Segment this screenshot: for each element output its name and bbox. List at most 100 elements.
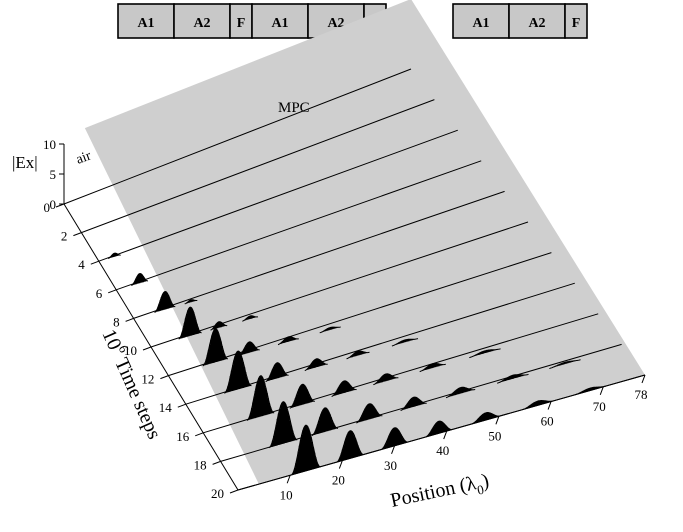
field-peak — [289, 383, 315, 409]
time-tick-label: 10 — [124, 343, 137, 358]
time-tick-label: 0 — [44, 200, 51, 215]
layer-cell-a2 — [173, 3, 231, 39]
time-tick — [142, 346, 152, 351]
layer-cell-label: A1 — [271, 16, 288, 31]
time-tick — [195, 432, 204, 437]
position-tick — [443, 430, 448, 440]
trace-baseline — [98, 129, 458, 262]
trace-baseline — [133, 190, 505, 319]
field-peak — [380, 427, 409, 451]
layer-cell-a1 — [251, 3, 309, 39]
position-tick-label: 30 — [384, 458, 397, 473]
layer-cell-a1 — [117, 3, 175, 39]
time-tick-label: 18 — [194, 457, 207, 472]
time-tick — [73, 232, 82, 237]
trace-baseline — [185, 282, 575, 405]
trace-baseline — [63, 68, 412, 205]
field-peak — [336, 430, 364, 463]
field-peak — [400, 396, 427, 411]
layer-cell-label: A2 — [193, 16, 210, 31]
position-tick — [495, 416, 500, 425]
time-tick-label: 8 — [113, 314, 120, 329]
mpc-label: MPC — [278, 100, 310, 116]
field-peak — [108, 252, 121, 259]
time-tick-label: 4 — [78, 257, 85, 272]
layer-cell-label: F — [237, 16, 246, 31]
position-axis-title-close: ) — [480, 470, 491, 493]
field-peak — [311, 407, 339, 437]
layer-cell-f — [564, 3, 588, 39]
field-peak — [356, 403, 383, 424]
time-tick — [90, 260, 99, 265]
layer-cell-label: A1 — [137, 16, 154, 31]
ex-tick-label: 0 — [50, 197, 57, 212]
position-tick-label: 20 — [332, 473, 345, 488]
field-peak — [154, 290, 176, 313]
time-tick — [229, 489, 239, 494]
position-axis-title-base: Position (λ — [388, 472, 478, 512]
time-tick-label: 6 — [96, 286, 103, 301]
trace-baseline — [116, 160, 482, 291]
field-peak — [224, 350, 252, 394]
position-axis-title: Position (λ0) — [388, 470, 491, 516]
field-peak — [246, 375, 275, 421]
trace-baseline — [150, 221, 529, 348]
field-peak — [238, 341, 260, 357]
trace-baseline — [168, 252, 552, 377]
field-peak — [131, 272, 149, 286]
field-peak — [419, 362, 446, 373]
layer-cell-a2 — [508, 3, 566, 39]
field-peak — [202, 328, 228, 367]
time-tick-label: 2 — [61, 229, 68, 244]
position-tick — [599, 386, 604, 395]
position-tick-label: 70 — [593, 399, 606, 414]
position-tick-label: 10 — [280, 487, 293, 502]
field-peak — [549, 359, 581, 369]
position-tick-label: 60 — [541, 414, 554, 429]
time-axis-title-rest: Time steps — [108, 350, 165, 442]
position-tick — [641, 374, 646, 384]
time-tick — [177, 403, 186, 408]
field-peak — [210, 321, 228, 331]
time-tick — [212, 460, 221, 465]
field-peak — [184, 299, 198, 305]
time-tick — [160, 375, 169, 380]
time-tick-label: 20 — [211, 486, 224, 501]
time-tick — [108, 289, 117, 294]
field-peak — [242, 315, 259, 322]
field-peak — [265, 362, 289, 383]
field-peak — [469, 348, 501, 359]
position-tick — [286, 475, 291, 484]
field-peak — [178, 306, 202, 340]
ex-axis-title: |Ex| — [12, 153, 38, 172]
field-peak — [497, 373, 529, 384]
position-tick — [338, 460, 343, 469]
field-peak — [319, 326, 341, 334]
time-tick-label: 16 — [176, 429, 190, 444]
position-tick-label: 78 — [635, 387, 648, 402]
field-peak — [290, 424, 321, 476]
position-tick — [391, 445, 396, 454]
layer-cell-label: A2 — [528, 16, 545, 31]
traces-group — [63, 68, 646, 491]
field-peak — [373, 373, 399, 386]
time-tick-label: 12 — [141, 372, 154, 387]
layer-cell-a1 — [452, 3, 510, 39]
time-tick-label: 14 — [159, 400, 173, 415]
air-label: air — [74, 148, 93, 167]
position-tick-label: 50 — [488, 428, 501, 443]
time-tick — [125, 317, 134, 322]
trace-baseline — [81, 99, 435, 234]
field-peak — [331, 380, 357, 397]
mpc-region — [84, 0, 645, 485]
layer-cell-label: F — [572, 16, 581, 31]
field-peak — [277, 336, 299, 346]
ex-tick-label: 10 — [43, 137, 56, 152]
field-peak — [268, 401, 298, 449]
field-peak — [391, 338, 419, 347]
position-axis-title-sub: 0 — [476, 482, 485, 498]
field-peak — [445, 386, 476, 399]
